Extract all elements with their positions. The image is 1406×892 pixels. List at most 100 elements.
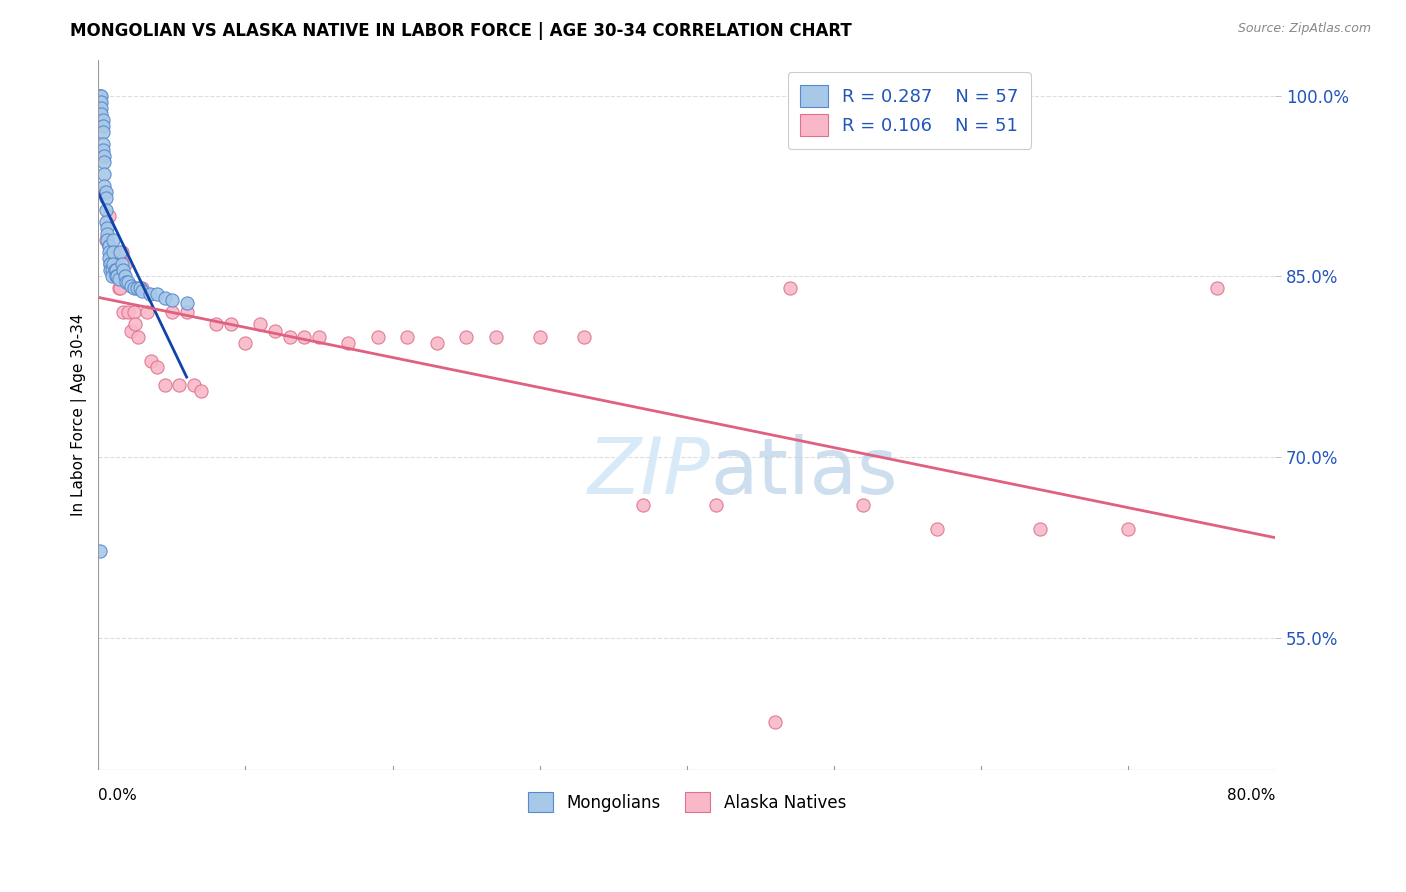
- Point: [91, 125, 114, 139]
- Point: [120, 279, 142, 293]
- Point: [103, 263, 125, 277]
- Point: [131, 284, 153, 298]
- Point: [367, 329, 389, 343]
- Point: [98, 257, 121, 271]
- Point: [176, 305, 198, 319]
- Point: [146, 359, 169, 374]
- Point: [120, 324, 142, 338]
- Point: [111, 257, 134, 271]
- Point: [89, 544, 111, 558]
- Point: [101, 233, 124, 247]
- Point: [183, 377, 205, 392]
- Point: [91, 112, 114, 127]
- Point: [135, 305, 157, 319]
- Point: [97, 252, 120, 266]
- Point: [337, 335, 360, 350]
- Point: [456, 329, 478, 343]
- Point: [122, 305, 145, 319]
- Point: [396, 329, 419, 343]
- Point: [105, 269, 128, 284]
- Point: [89, 95, 111, 109]
- Point: [146, 287, 169, 301]
- Point: [90, 101, 112, 115]
- Point: [426, 335, 449, 350]
- Point: [90, 88, 112, 103]
- Point: [100, 263, 122, 277]
- Point: [91, 136, 114, 151]
- Point: [94, 233, 117, 247]
- Point: [108, 271, 131, 285]
- Point: [117, 276, 139, 290]
- Point: [153, 291, 176, 305]
- Point: [117, 305, 139, 319]
- Point: [308, 329, 330, 343]
- Point: [115, 276, 138, 290]
- Point: [93, 155, 115, 169]
- Point: [484, 329, 506, 343]
- Point: [96, 221, 118, 235]
- Point: [169, 377, 191, 392]
- Point: [98, 257, 121, 271]
- Point: [131, 281, 153, 295]
- Text: 80.0%: 80.0%: [1227, 788, 1275, 803]
- Point: [94, 215, 117, 229]
- Point: [529, 329, 551, 343]
- Point: [94, 203, 117, 218]
- Point: [127, 329, 149, 343]
- Point: [125, 281, 148, 295]
- Point: [96, 233, 118, 247]
- Point: [110, 281, 132, 295]
- Point: [1029, 522, 1052, 536]
- Text: ZIP: ZIP: [588, 434, 710, 509]
- Point: [103, 257, 125, 271]
- Point: [112, 263, 135, 277]
- Text: 0.0%: 0.0%: [98, 788, 138, 803]
- Point: [97, 239, 120, 253]
- Point: [97, 239, 120, 253]
- Point: [249, 318, 271, 332]
- Point: [94, 191, 117, 205]
- Point: [124, 318, 146, 332]
- Point: [128, 281, 150, 295]
- Point: [91, 143, 114, 157]
- Y-axis label: In Labor Force | Age 30-34: In Labor Force | Age 30-34: [72, 314, 87, 516]
- Point: [160, 293, 183, 308]
- Point: [101, 257, 124, 271]
- Point: [105, 263, 128, 277]
- Point: [91, 185, 114, 199]
- Point: [93, 167, 115, 181]
- Point: [122, 281, 145, 295]
- Point: [190, 384, 212, 398]
- Point: [1116, 522, 1139, 536]
- Point: [631, 498, 654, 512]
- Text: Source: ZipAtlas.com: Source: ZipAtlas.com: [1237, 22, 1371, 36]
- Point: [572, 329, 595, 343]
- Point: [235, 335, 257, 350]
- Point: [93, 179, 115, 194]
- Point: [91, 119, 114, 133]
- Point: [94, 185, 117, 199]
- Point: [264, 324, 287, 338]
- Point: [90, 107, 112, 121]
- Point: [1205, 281, 1227, 295]
- Text: MONGOLIAN VS ALASKA NATIVE IN LABOR FORCE | AGE 30-34 CORRELATION CHART: MONGOLIAN VS ALASKA NATIVE IN LABOR FORC…: [70, 22, 852, 40]
- Point: [292, 329, 315, 343]
- Point: [114, 257, 136, 271]
- Point: [112, 305, 135, 319]
- Point: [779, 281, 801, 295]
- Point: [139, 287, 162, 301]
- Point: [97, 245, 120, 260]
- Point: [205, 318, 228, 332]
- Point: [98, 263, 121, 277]
- Point: [97, 209, 120, 223]
- Text: atlas: atlas: [710, 434, 898, 509]
- Point: [704, 498, 727, 512]
- Point: [100, 245, 122, 260]
- Point: [108, 281, 131, 295]
- Point: [763, 714, 786, 729]
- Point: [107, 269, 129, 284]
- Point: [100, 269, 122, 284]
- Point: [176, 295, 198, 310]
- Point: [107, 269, 129, 284]
- Point: [153, 377, 176, 392]
